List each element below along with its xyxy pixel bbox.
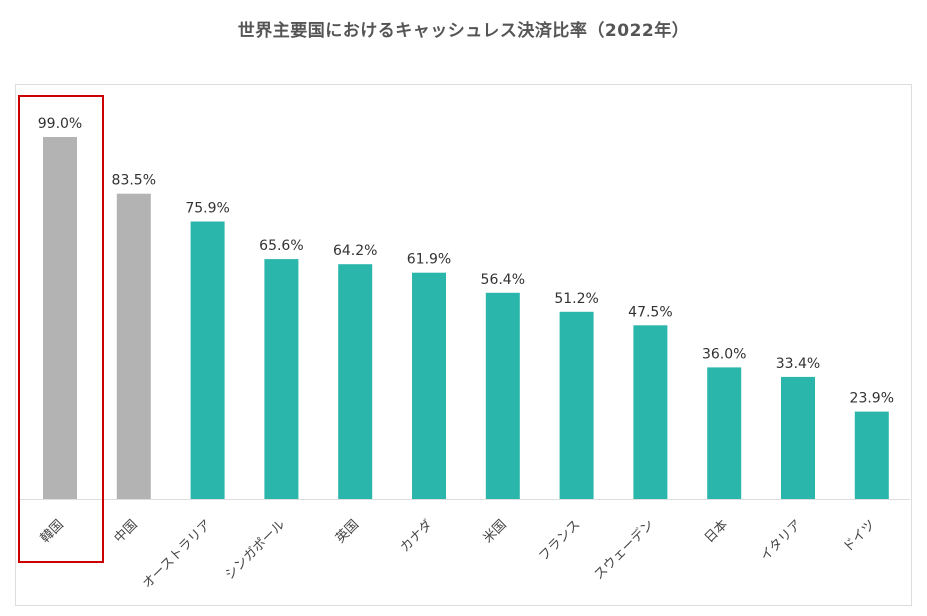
bar-10 <box>781 376 815 499</box>
category-label-0: 韓国 <box>38 517 67 546</box>
plot-frame <box>15 84 912 606</box>
bar-0 <box>43 137 77 499</box>
value-label-2: 75.9% <box>185 201 229 217</box>
value-label-4: 64.2% <box>333 243 377 259</box>
category-label-8: スウェーデン <box>591 517 657 583</box>
value-label-10: 33.4% <box>776 356 820 372</box>
category-label-6: 米国 <box>481 517 510 546</box>
value-label-5: 61.9% <box>407 252 451 268</box>
value-labels-group: 99.0% 83.5% 75.9% 65.6% 64.2% 61.9% 56.4% 51.2%… <box>38 116 894 407</box>
bar-3 <box>264 259 299 499</box>
value-label-8: 47.5% <box>628 304 672 320</box>
bar-1 <box>116 193 151 499</box>
bar-2 <box>190 221 225 499</box>
category-label-2: オーストラリア <box>140 517 215 592</box>
category-label-10: イタリア <box>758 517 805 564</box>
value-label-3: 65.6% <box>259 238 303 254</box>
category-label-7: フランス <box>536 517 583 564</box>
value-label-7: 51.2% <box>554 291 598 307</box>
value-label-9: 36.0% <box>702 346 746 362</box>
bar-9 <box>707 367 742 499</box>
bar-7 <box>559 311 594 499</box>
bar-8 <box>633 325 668 499</box>
highlight-box <box>18 95 104 563</box>
category-labels-group: 韓国 中国 オーストラリア シンガポール 英国 カナダ 米国 フランス スウェーデン 日本 イタリア… <box>38 517 879 592</box>
bar-6 <box>485 292 520 499</box>
value-label-11: 23.9% <box>850 391 894 407</box>
category-label-4: 英国 <box>333 517 362 546</box>
category-label-3: シンガポール <box>222 517 288 583</box>
chart-title: 世界主要国におけるキャッシュレス決済比率（2022年） <box>237 21 690 41</box>
value-label-6: 56.4% <box>481 272 525 288</box>
bar-5 <box>412 272 446 499</box>
category-label-5: カナダ <box>398 517 436 555</box>
bar-4 <box>338 264 373 499</box>
category-label-11: ドイツ <box>840 517 878 555</box>
category-label-9: 日本 <box>702 517 731 546</box>
value-label-0: 99.0% <box>38 116 82 132</box>
bars-group <box>43 137 889 499</box>
value-label-1: 83.5% <box>112 173 156 189</box>
category-label-1: 中国 <box>112 517 141 546</box>
bar-11 <box>854 411 889 499</box>
